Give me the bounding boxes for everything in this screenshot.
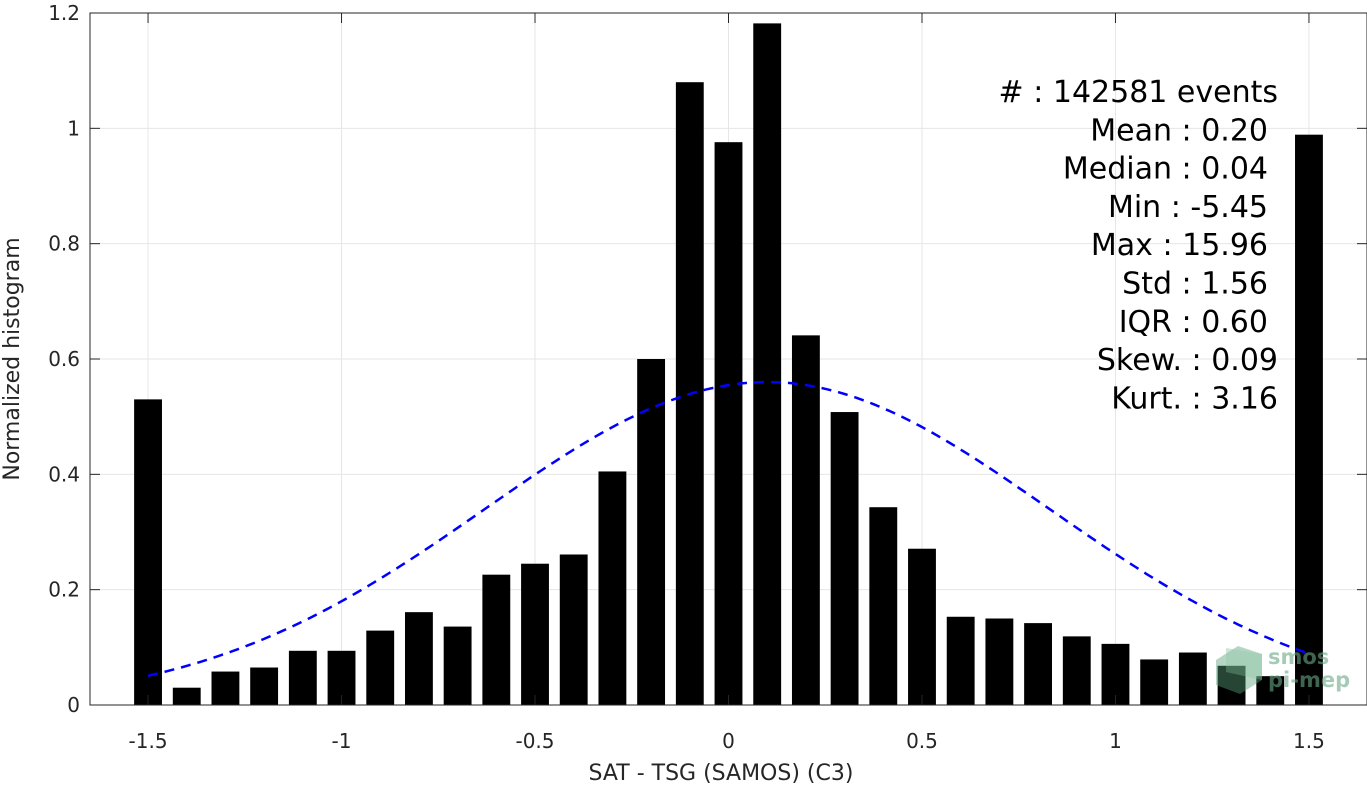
histogram-bar: [598, 471, 627, 705]
stat-line: Skew. : 0.09: [1097, 343, 1278, 378]
stat-line: # : 142581 events: [999, 75, 1278, 110]
histogram-bar: [404, 612, 433, 705]
histogram-bar: [830, 412, 859, 705]
histogram-bar: [1178, 652, 1207, 705]
histogram-bar: [443, 626, 472, 705]
y-axis-ticks: 0 0.2 0.4 0.6 0.8 1 1.2: [48, 1, 1367, 717]
histogram-bar: [1024, 623, 1053, 705]
histogram-bar: [559, 554, 588, 705]
stat-line: Std : 1.56: [1122, 267, 1268, 302]
histogram-bar: [985, 618, 1014, 705]
normal-fit-curve: [147, 380, 1310, 678]
x-axis-label: SAT - TSG (SAMOS) (C3): [589, 761, 854, 785]
histogram-bar: [1295, 134, 1323, 706]
logo: smos pi-mep: [1216, 645, 1350, 694]
y-axis-label: Normalized histogram: [0, 237, 25, 480]
histogram-bars: [134, 23, 1323, 706]
histogram-bar: [1140, 659, 1169, 705]
stat-line: Mean : 0.20: [1090, 113, 1268, 148]
x-tick-label: -0.5: [515, 729, 554, 753]
histogram-bar: [714, 142, 743, 705]
x-tick-label: -1.5: [129, 729, 168, 753]
stat-line: IQR : 0.60: [1119, 305, 1268, 340]
x-tick-label: 1.5: [1293, 729, 1325, 753]
y-tick-label: 0.4: [48, 462, 80, 486]
y-tick-label: 0.8: [48, 232, 80, 256]
histogram-bar: [521, 563, 549, 705]
stat-line: Kurt. : 3.16: [1111, 381, 1278, 416]
stat-line: Max : 15.96: [1091, 228, 1268, 263]
y-tick-label: 0.2: [48, 578, 80, 602]
x-tick-label: 1: [1109, 729, 1122, 753]
histogram-bar: [482, 574, 511, 705]
histogram-bar: [1101, 643, 1130, 705]
x-axis-ticks: -1.5 -1 -0.5 0 0.5 1 1.5: [129, 13, 1325, 753]
histogram-bar: [1256, 676, 1285, 705]
histogram-bar: [1062, 636, 1091, 705]
histogram-bar: [908, 548, 936, 705]
histogram-bar: [1217, 665, 1246, 705]
histogram-bar: [791, 335, 820, 705]
histogram-bar: [134, 399, 162, 705]
y-tick-label: 1: [67, 116, 80, 140]
y-tick-label: 1.2: [48, 1, 80, 25]
histogram-bar: [869, 507, 898, 705]
logo-text-bottom: pi-mep: [1268, 668, 1350, 692]
histogram-bar: [637, 359, 666, 705]
stat-line: Min : -5.45: [1108, 190, 1268, 225]
histogram-bar: [250, 667, 279, 705]
logo-text-top: smos: [1268, 645, 1329, 669]
x-tick-label: -1: [332, 729, 352, 753]
histogram-bar: [946, 616, 975, 705]
y-tick-label: 0.6: [48, 347, 80, 371]
x-tick-label: 0.5: [906, 729, 938, 753]
y-tick-label: 0: [67, 693, 80, 717]
histogram-bar: [211, 671, 240, 705]
histogram-bar: [753, 23, 782, 705]
histogram-bar: [288, 650, 317, 705]
histogram-bar: [366, 630, 395, 705]
x-tick-label: 0: [722, 729, 735, 753]
stat-line: Median : 0.04: [1063, 152, 1268, 187]
histogram-bar: [172, 687, 201, 705]
